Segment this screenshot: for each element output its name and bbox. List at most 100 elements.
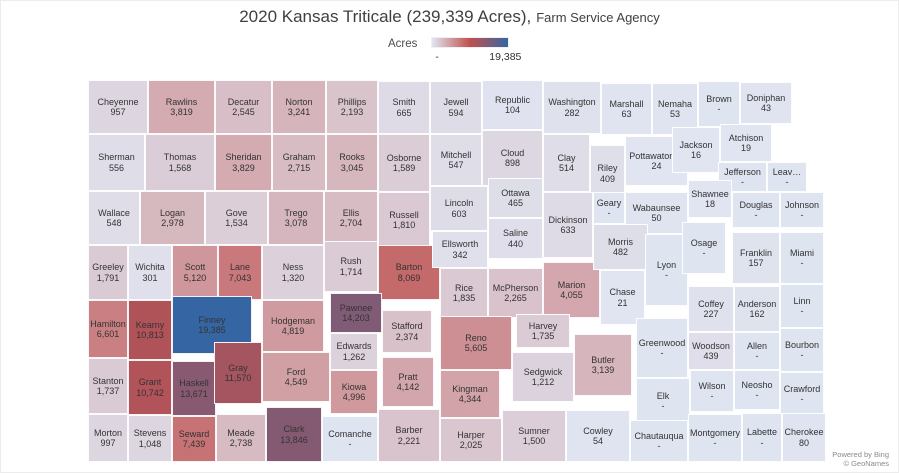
county-harvey[interactable]: Harvey 1,735 bbox=[516, 314, 570, 348]
county-stafford[interactable]: Stafford 2,374 bbox=[382, 310, 432, 353]
county-seward[interactable]: Seward 7,439 bbox=[172, 416, 216, 462]
county-miami[interactable]: Miami - bbox=[780, 232, 824, 284]
county-marion[interactable]: Marion 4,055 bbox=[543, 262, 600, 318]
county-dickinson[interactable]: Dickinson 633 bbox=[543, 192, 593, 258]
county-rooks[interactable]: Rooks 3,045 bbox=[326, 134, 378, 191]
county-reno[interactable]: Reno 5,605 bbox=[440, 316, 512, 370]
county-jewell[interactable]: Jewell 594 bbox=[430, 81, 482, 134]
county-gove[interactable]: Gove 1,534 bbox=[205, 191, 268, 245]
county-mitchell[interactable]: Mitchell 547 bbox=[430, 134, 482, 186]
county-anderson[interactable]: Anderson 162 bbox=[734, 286, 780, 332]
county-rawlins[interactable]: Rawlins 3,819 bbox=[148, 80, 215, 134]
county-geary[interactable]: Geary - bbox=[593, 192, 625, 224]
county-smith[interactable]: Smith 665 bbox=[378, 81, 430, 134]
county-sedgwick[interactable]: Sedgwick 1,212 bbox=[512, 352, 574, 402]
county-sheridan[interactable]: Sheridan 3,829 bbox=[215, 134, 272, 191]
county-morris[interactable]: Morris 482 bbox=[593, 224, 648, 270]
county-crawford[interactable]: Crawford - bbox=[780, 372, 824, 416]
county-chase[interactable]: Chase 21 bbox=[600, 270, 645, 325]
county-harper[interactable]: Harper 2,025 bbox=[440, 418, 502, 462]
county-logan[interactable]: Logan 2,978 bbox=[140, 191, 205, 245]
county-coffey[interactable]: Coffey 227 bbox=[688, 286, 734, 332]
county-rush[interactable]: Rush 1,714 bbox=[324, 241, 378, 292]
county-franklin[interactable]: Franklin 157 bbox=[732, 232, 780, 284]
county-washington[interactable]: Washington 282 bbox=[543, 81, 601, 134]
county-shawnee[interactable]: Shawnee 18 bbox=[688, 180, 732, 218]
county-russell[interactable]: Russell 1,810 bbox=[378, 192, 430, 248]
county-butler[interactable]: Butler 3,139 bbox=[574, 334, 632, 396]
county-osage[interactable]: Osage - bbox=[682, 222, 726, 274]
county-cheyenne[interactable]: Cheyenne 957 bbox=[88, 80, 148, 134]
county-barber[interactable]: Barber 2,221 bbox=[378, 409, 440, 462]
county-chautauqua[interactable]: Chautauqua - bbox=[630, 420, 688, 462]
county-saline[interactable]: Saline 440 bbox=[488, 218, 543, 259]
county-greenwood[interactable]: Greenwood - bbox=[636, 318, 688, 378]
county-morton[interactable]: Morton 997 bbox=[88, 414, 128, 462]
county-woodson[interactable]: Woodson 439 bbox=[688, 332, 734, 370]
county-sumner[interactable]: Sumner 1,500 bbox=[502, 410, 566, 462]
county-value: 13,846 bbox=[280, 434, 308, 445]
county-scott[interactable]: Scott 5,120 bbox=[172, 245, 218, 300]
county-wabaunsee[interactable]: Wabaunsee 50 bbox=[625, 192, 688, 234]
county-elk[interactable]: Elk - bbox=[636, 378, 690, 424]
county-clark[interactable]: Clark 13,846 bbox=[266, 407, 322, 462]
county-stanton[interactable]: Stanton 1,737 bbox=[88, 358, 128, 414]
county-allen[interactable]: Allen - bbox=[734, 332, 780, 370]
county-pratt[interactable]: Pratt 4,142 bbox=[382, 357, 434, 407]
county-neosho[interactable]: Neosho - bbox=[734, 370, 780, 410]
county-wichita[interactable]: Wichita 301 bbox=[128, 245, 172, 300]
county-kearny[interactable]: Kearny 10,813 bbox=[128, 300, 172, 360]
county-sherman[interactable]: Sherman 556 bbox=[88, 134, 145, 191]
county-brown[interactable]: Brown - bbox=[698, 81, 740, 127]
county-hamilton[interactable]: Hamilton 6,601 bbox=[88, 300, 128, 358]
county-haskell[interactable]: Haskell 13,671 bbox=[172, 361, 216, 416]
county-ellis[interactable]: Ellis 2,704 bbox=[324, 191, 378, 245]
county-wallace[interactable]: Wallace 548 bbox=[88, 191, 140, 245]
county-trego[interactable]: Trego 3,078 bbox=[268, 191, 324, 245]
county-rice[interactable]: Rice 1,835 bbox=[440, 268, 488, 318]
county-cloud[interactable]: Cloud 898 bbox=[482, 130, 543, 186]
county-labette[interactable]: Labette - bbox=[742, 413, 782, 462]
county-norton[interactable]: Norton 3,241 bbox=[272, 80, 326, 134]
county-douglas[interactable]: Douglas - bbox=[732, 192, 780, 228]
county-barton[interactable]: Barton 8,069 bbox=[378, 245, 440, 300]
county-lyon[interactable]: Lyon - bbox=[645, 234, 688, 306]
county-greeley[interactable]: Greeley 1,791 bbox=[88, 245, 128, 300]
county-ellsworth[interactable]: Ellsworth 342 bbox=[432, 231, 488, 268]
county-ford[interactable]: Ford 4,549 bbox=[262, 352, 330, 402]
county-osborne[interactable]: Osborne 1,589 bbox=[378, 134, 430, 192]
county-kingman[interactable]: Kingman 4,344 bbox=[440, 370, 500, 418]
county-decatur[interactable]: Decatur 2,545 bbox=[215, 80, 272, 134]
county-mcpherson[interactable]: McPherson 2,265 bbox=[488, 268, 543, 318]
county-comanche[interactable]: Comanche - bbox=[322, 416, 378, 462]
county-atchison[interactable]: Atchison 19 bbox=[720, 124, 772, 162]
county-leav[interactable]: Leav… - bbox=[767, 162, 807, 192]
county-wilson[interactable]: Wilson - bbox=[690, 370, 734, 412]
county-meade[interactable]: Meade 2,738 bbox=[216, 414, 266, 462]
county-hodgeman[interactable]: Hodgeman 4,819 bbox=[262, 300, 324, 352]
county-cherokee[interactable]: Cherokee 80 bbox=[782, 413, 826, 462]
county-stevens[interactable]: Stevens 1,048 bbox=[128, 415, 172, 462]
county-ottawa[interactable]: Ottawa 465 bbox=[488, 178, 543, 218]
county-thomas[interactable]: Thomas 1,568 bbox=[145, 134, 215, 191]
county-cowley[interactable]: Cowley 54 bbox=[566, 410, 630, 462]
county-phillips[interactable]: Phillips 2,193 bbox=[326, 80, 378, 134]
county-edwards[interactable]: Edwards 1,262 bbox=[330, 333, 378, 370]
county-clay[interactable]: Clay 514 bbox=[543, 134, 590, 192]
county-graham[interactable]: Graham 2,715 bbox=[272, 134, 326, 191]
county-lincoln[interactable]: Lincoln 603 bbox=[430, 186, 488, 231]
county-grant[interactable]: Grant 10,742 bbox=[128, 360, 172, 415]
county-marshall[interactable]: Marshall 63 bbox=[601, 83, 652, 135]
county-doniphan[interactable]: Doniphan 43 bbox=[740, 82, 792, 124]
county-pawnee[interactable]: Pawnee 14,203 bbox=[330, 293, 382, 333]
county-bourbon[interactable]: Bourbon - bbox=[780, 328, 824, 372]
county-republic[interactable]: Republic 104 bbox=[482, 80, 543, 130]
county-johnson[interactable]: Johnson - bbox=[780, 192, 824, 228]
county-kiowa[interactable]: Kiowa 4,996 bbox=[330, 370, 378, 414]
county-jackson[interactable]: Jackson 16 bbox=[672, 127, 720, 173]
county-montgomery[interactable]: Montgomery - bbox=[688, 414, 742, 462]
county-ness[interactable]: Ness 1,320 bbox=[262, 245, 324, 300]
county-gray[interactable]: Gray 11,570 bbox=[214, 342, 262, 404]
county-lane[interactable]: Lane 7,043 bbox=[218, 245, 262, 300]
county-linn[interactable]: Linn - bbox=[780, 284, 824, 328]
